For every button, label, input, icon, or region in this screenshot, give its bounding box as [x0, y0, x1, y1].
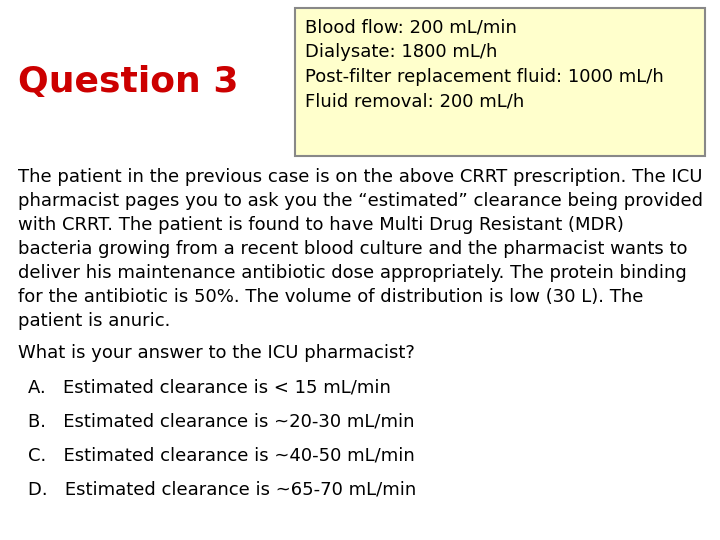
Text: for the antibiotic is 50%. The volume of distribution is low (30 L). The: for the antibiotic is 50%. The volume of… — [18, 288, 644, 306]
Text: pharmacist pages you to ask you the “estimated” clearance being provided: pharmacist pages you to ask you the “est… — [18, 192, 703, 210]
Text: Blood flow: 200 mL/min
Dialysate: 1800 mL/h
Post-filter replacement fluid: 1000 : Blood flow: 200 mL/min Dialysate: 1800 m… — [305, 18, 664, 111]
Text: D.   Estimated clearance is ~65-70 mL/min: D. Estimated clearance is ~65-70 mL/min — [28, 480, 416, 498]
Text: deliver his maintenance antibiotic dose appropriately. The protein binding: deliver his maintenance antibiotic dose … — [18, 264, 687, 282]
Text: Question 3: Question 3 — [18, 65, 238, 99]
Text: C.   Estimated clearance is ~40-50 mL/min: C. Estimated clearance is ~40-50 mL/min — [28, 446, 415, 464]
Text: with CRRT. The patient is found to have Multi Drug Resistant (MDR): with CRRT. The patient is found to have … — [18, 216, 624, 234]
Text: The patient in the previous case is on the above CRRT prescription. The ICU: The patient in the previous case is on t… — [18, 168, 703, 186]
Text: A.   Estimated clearance is < 15 mL/min: A. Estimated clearance is < 15 mL/min — [28, 378, 391, 396]
Text: bacteria growing from a recent blood culture and the pharmacist wants to: bacteria growing from a recent blood cul… — [18, 240, 688, 258]
FancyBboxPatch shape — [295, 8, 705, 156]
Text: patient is anuric.: patient is anuric. — [18, 312, 171, 330]
Text: What is your answer to the ICU pharmacist?: What is your answer to the ICU pharmacis… — [18, 344, 415, 362]
Text: B.   Estimated clearance is ~20-30 mL/min: B. Estimated clearance is ~20-30 mL/min — [28, 412, 415, 430]
